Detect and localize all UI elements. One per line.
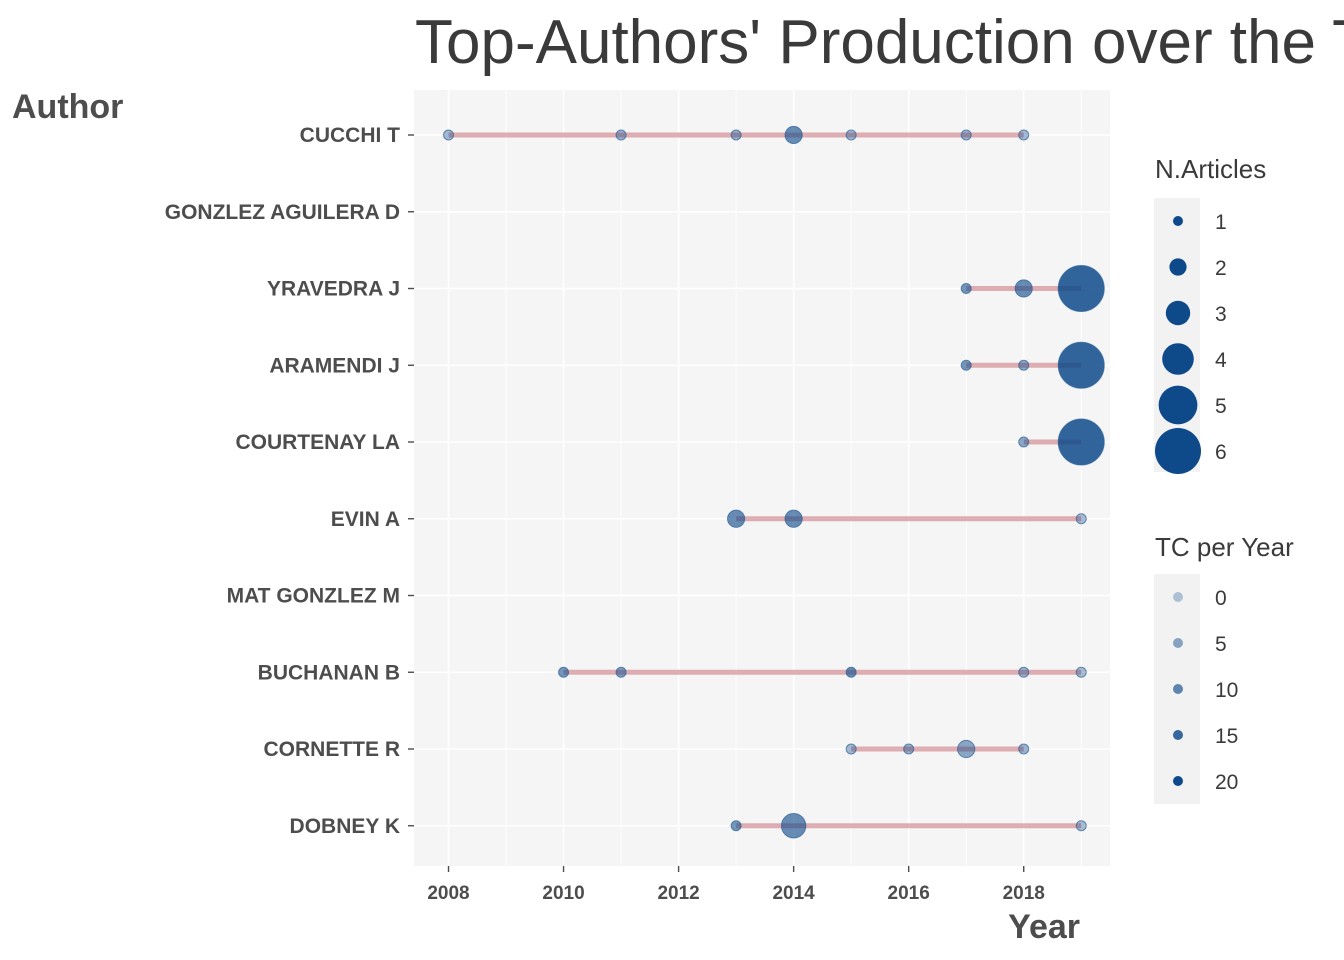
legend-articles-key xyxy=(1162,343,1194,375)
legend-tc-key xyxy=(1173,730,1183,740)
data-point xyxy=(443,129,455,141)
x-tick-label: 2008 xyxy=(427,883,469,904)
legend-articles-key xyxy=(1169,258,1187,276)
data-point xyxy=(558,666,570,678)
data-point xyxy=(1057,341,1105,389)
data-point xyxy=(960,359,972,371)
y-axis: CUCCHI T GONZLEZ AGUILERA D YRAVEDRA J ARAM… xyxy=(165,124,414,838)
legend-tc-label: 5 xyxy=(1215,633,1227,656)
x-axis: 2008 2010 2012 2014 2016 2018 xyxy=(427,866,1045,904)
y-tick-label: CORNETTE R xyxy=(264,738,401,761)
x-axis-title: Year xyxy=(1008,908,1080,946)
data-point xyxy=(730,129,742,141)
data-point xyxy=(957,739,976,759)
data-point xyxy=(1014,279,1033,298)
data-point xyxy=(1018,359,1030,371)
data-point xyxy=(1075,666,1087,678)
legend-articles-title: N.Articles xyxy=(1155,154,1266,184)
x-tick-label: 2018 xyxy=(1003,883,1045,904)
legend-tc-label: 20 xyxy=(1215,771,1238,794)
data-point xyxy=(615,129,627,141)
data-point xyxy=(1075,513,1087,525)
legend-articles-label: 6 xyxy=(1215,441,1227,464)
legend-tc-key xyxy=(1173,592,1183,602)
data-point xyxy=(1018,129,1030,141)
data-point xyxy=(784,509,803,528)
y-tick-label: EVIN A xyxy=(331,508,400,531)
data-point xyxy=(1018,743,1030,755)
legend-tc-label: 0 xyxy=(1215,587,1227,610)
y-tick-label: YRAVEDRA J xyxy=(267,278,400,301)
data-point xyxy=(845,743,857,755)
x-tick-label: 2014 xyxy=(772,883,815,904)
legend-articles-key xyxy=(1155,428,1201,474)
legend-articles-label: 2 xyxy=(1215,257,1227,280)
marks xyxy=(443,125,1105,839)
legend-articles-key xyxy=(1165,300,1191,326)
legend-articles-label: 3 xyxy=(1215,303,1227,326)
legend-tc-key xyxy=(1173,638,1183,648)
data-point xyxy=(845,666,857,678)
data-point xyxy=(780,813,807,839)
data-point xyxy=(845,129,857,141)
y-tick-label: COURTENAY LA xyxy=(235,431,400,454)
legend-tc-key xyxy=(1173,684,1183,694)
data-point xyxy=(1057,265,1105,312)
legend-tc-label: 15 xyxy=(1215,725,1238,748)
legend-tc-title: TC per Year xyxy=(1155,532,1294,562)
data-point xyxy=(1075,820,1087,832)
chart-title: Top-Authors' Production over the Time xyxy=(415,8,1344,77)
legend-articles-label: 1 xyxy=(1215,211,1227,234)
legend-articles-key-bg xyxy=(1154,198,1200,472)
x-tick-label: 2010 xyxy=(542,883,584,904)
x-tick-label: 2016 xyxy=(888,883,930,904)
y-tick-label: DOBNEY K xyxy=(290,815,400,838)
x-tick-label: 2012 xyxy=(657,883,699,904)
y-tick-label: ARAMENDI J xyxy=(269,354,400,377)
legend-n-articles: N.Articles 1 2 3 4 5 6 xyxy=(1154,154,1266,474)
data-point xyxy=(1018,436,1030,448)
data-point xyxy=(960,283,972,294)
y-tick-label: GONZLEZ AGUILERA D xyxy=(165,201,400,224)
data-point xyxy=(903,743,915,755)
data-point xyxy=(615,666,627,678)
legend-articles-label: 4 xyxy=(1215,349,1227,372)
data-point xyxy=(1018,666,1030,678)
y-tick-label: BUCHANAN B xyxy=(258,661,400,684)
data-point xyxy=(960,129,972,141)
data-point xyxy=(784,125,803,145)
data-point xyxy=(730,820,742,832)
legend-articles-key xyxy=(1173,216,1183,226)
data-point xyxy=(727,509,746,528)
legend-tc-per-year: TC per Year 0 5 10 15 20 xyxy=(1154,532,1294,804)
y-tick-label: MAT GONZLEZ M xyxy=(227,585,400,608)
y-tick-label: CUCCHI T xyxy=(300,124,400,147)
plot-panel xyxy=(414,90,1110,866)
legend-articles-label: 5 xyxy=(1215,395,1227,418)
legend-tc-key xyxy=(1173,776,1183,786)
legend-articles-key xyxy=(1158,385,1198,425)
y-axis-title: Author xyxy=(12,88,123,126)
legend-tc-label: 10 xyxy=(1215,679,1238,702)
data-point xyxy=(1057,418,1105,466)
